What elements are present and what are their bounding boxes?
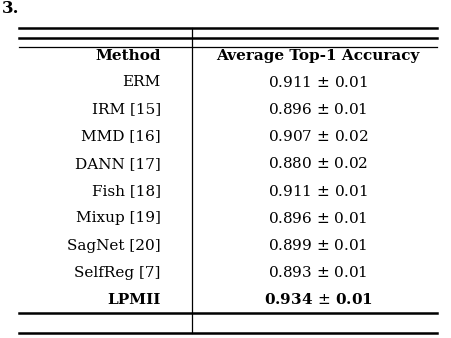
Text: Fish [18]: Fish [18] bbox=[92, 184, 161, 198]
Text: MMD [16]: MMD [16] bbox=[81, 129, 161, 144]
Text: DANN [17]: DANN [17] bbox=[75, 157, 161, 171]
Text: ERM: ERM bbox=[122, 75, 161, 89]
Text: 0.893 $\pm$ 0.01: 0.893 $\pm$ 0.01 bbox=[268, 265, 367, 280]
Text: LPMII: LPMII bbox=[107, 293, 161, 307]
Text: IRM [15]: IRM [15] bbox=[92, 102, 161, 116]
Text: Method: Method bbox=[95, 49, 161, 64]
Text: Mixup [19]: Mixup [19] bbox=[76, 211, 161, 225]
Text: SagNet [20]: SagNet [20] bbox=[67, 239, 161, 252]
Text: 0.899 $\pm$ 0.01: 0.899 $\pm$ 0.01 bbox=[268, 238, 367, 253]
Text: 0.911 $\pm$ 0.01: 0.911 $\pm$ 0.01 bbox=[267, 75, 367, 90]
Text: Average Top-1 Accuracy: Average Top-1 Accuracy bbox=[216, 49, 419, 64]
Text: 0.896 $\pm$ 0.01: 0.896 $\pm$ 0.01 bbox=[268, 102, 367, 117]
Text: 0.896 $\pm$ 0.01: 0.896 $\pm$ 0.01 bbox=[268, 211, 367, 226]
Text: SelfReg [7]: SelfReg [7] bbox=[74, 266, 161, 280]
Text: 0.911 $\pm$ 0.01: 0.911 $\pm$ 0.01 bbox=[267, 184, 367, 198]
Text: 0.934 $\pm$ 0.01: 0.934 $\pm$ 0.01 bbox=[263, 292, 372, 308]
Text: 0.880 $\pm$ 0.02: 0.880 $\pm$ 0.02 bbox=[267, 156, 368, 171]
Text: 3.: 3. bbox=[1, 0, 19, 17]
Text: 0.907 $\pm$ 0.02: 0.907 $\pm$ 0.02 bbox=[267, 129, 368, 144]
